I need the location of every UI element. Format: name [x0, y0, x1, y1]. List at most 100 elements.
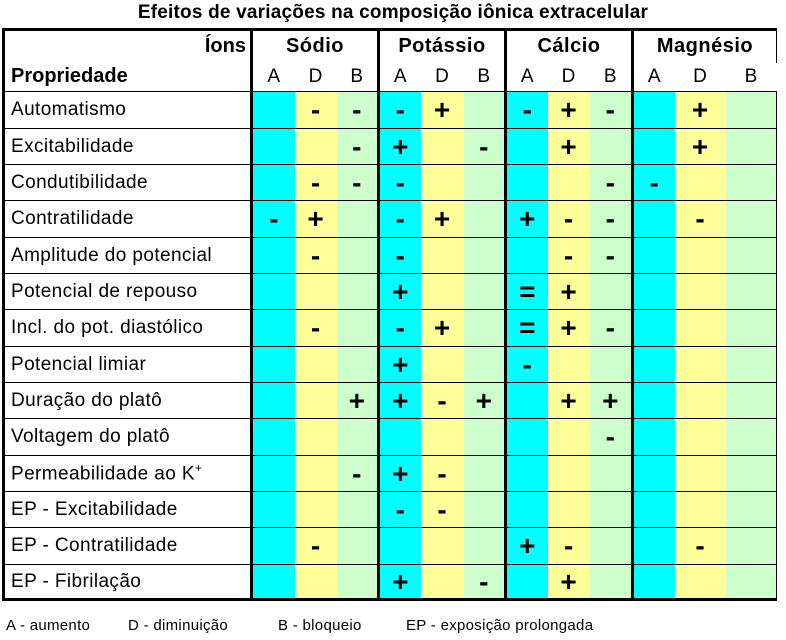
effect-cell — [251, 382, 295, 419]
effect-cell — [463, 309, 507, 347]
effect-cell — [294, 418, 337, 456]
effect-cell — [251, 128, 295, 165]
table-row: EP - Contratilidade - + - - — [2, 527, 777, 565]
effect-cell — [725, 164, 777, 201]
effect-cell — [674, 418, 726, 456]
effect-cell — [725, 309, 777, 347]
effect-cell: - — [589, 309, 634, 347]
effect-cell — [463, 418, 507, 456]
effect-cell: - — [378, 164, 421, 201]
effect-cell — [336, 309, 380, 347]
effect-cell: + — [420, 309, 464, 347]
effect-cell — [251, 564, 295, 601]
effect-cell — [505, 491, 548, 528]
subcolumn-header: B — [463, 62, 507, 92]
effect-cell — [589, 564, 634, 601]
effect-cell — [674, 164, 726, 201]
property-label: EP - Excitabilidade — [2, 491, 253, 528]
effect-cell — [674, 491, 726, 528]
effect-cell: - — [463, 564, 507, 601]
effect-cell — [589, 346, 634, 383]
effect-cell — [251, 527, 295, 565]
effect-cell — [294, 491, 337, 528]
property-label: Incl. do pot. diastólico — [2, 309, 253, 347]
property-header-label: Propriedade — [2, 62, 253, 92]
effect-cell: - — [589, 200, 634, 238]
effect-cell — [336, 564, 380, 601]
effect-cell: - — [378, 200, 421, 238]
effect-cell — [725, 382, 777, 419]
effect-cell — [336, 418, 380, 456]
effect-cell — [589, 455, 634, 492]
subcolumn-header: A — [632, 62, 675, 92]
effect-cell: - — [674, 200, 726, 238]
effect-cell — [251, 309, 295, 347]
table-row: Permeabilidade ao K+ - + - — [2, 455, 777, 492]
effect-cell: + — [547, 91, 590, 129]
effect-cell — [725, 346, 777, 383]
effect-cell: + — [547, 309, 590, 347]
effect-cell — [420, 564, 464, 601]
effect-cell — [336, 200, 380, 238]
effect-cell — [674, 346, 726, 383]
ions-header-label: Íons — [2, 28, 253, 63]
effect-cell — [336, 346, 380, 383]
effect-cell: - — [378, 491, 421, 528]
effect-cell — [505, 564, 548, 601]
effect-cell — [632, 273, 675, 310]
subcolumn-header: D — [674, 62, 726, 92]
property-label: Voltagem do platô — [2, 418, 253, 456]
effect-cell: + — [378, 382, 421, 419]
effect-cell: - — [294, 91, 337, 129]
effect-cell — [463, 237, 507, 274]
effect-cell — [725, 200, 777, 238]
effect-cell — [505, 382, 548, 419]
property-label: Duração do platô — [2, 382, 253, 419]
effect-cell: - — [589, 91, 634, 129]
effect-cell: + — [547, 382, 590, 419]
effect-cell — [632, 91, 675, 129]
effect-cell: - — [420, 455, 464, 492]
effect-cell — [294, 455, 337, 492]
effect-cell — [725, 273, 777, 310]
effect-cell: + — [378, 455, 421, 492]
subcolumn-header: B — [336, 62, 380, 92]
effect-cell: + — [547, 564, 590, 601]
effect-cell — [420, 273, 464, 310]
effect-cell — [251, 346, 295, 383]
effect-cell: - — [420, 491, 464, 528]
effect-cell — [632, 455, 675, 492]
effect-cell — [632, 491, 675, 528]
effect-cell: - — [589, 418, 634, 456]
effect-cell: - — [547, 527, 590, 565]
effect-cell: + — [674, 128, 726, 165]
effect-cell — [336, 491, 380, 528]
table-row: Condutibilidade - - - - - — [2, 164, 777, 201]
effect-cell — [725, 418, 777, 456]
effect-cell — [632, 128, 675, 165]
effect-cell: - — [589, 237, 634, 274]
table-row: Amplitude do potencial - - - - — [2, 237, 777, 274]
effect-cell: = — [505, 273, 548, 310]
table-row: Voltagem do platô - — [2, 418, 777, 456]
effect-cell: - — [505, 91, 548, 129]
effect-cell — [463, 527, 507, 565]
effect-cell: - — [589, 164, 634, 201]
effect-cell: + — [336, 382, 380, 419]
effect-cell — [547, 418, 590, 456]
ion-effects-table: Íons Sódio Potássio Cálcio Magnésio Prop… — [2, 28, 777, 601]
effect-cell: + — [505, 200, 548, 238]
property-label: EP - Fibrilação — [2, 564, 253, 601]
effect-cell: - — [547, 237, 590, 274]
effect-cell — [420, 527, 464, 565]
effect-cell — [589, 273, 634, 310]
effect-cell: + — [674, 91, 726, 129]
effect-cell — [725, 527, 777, 565]
effect-cell: - — [378, 91, 421, 129]
effect-cell: + — [420, 200, 464, 238]
effect-cell: - — [294, 309, 337, 347]
effect-cell: - — [505, 346, 548, 383]
effect-cell — [589, 491, 634, 528]
effect-cell — [632, 418, 675, 456]
legend-item-exposicao-prolongada: EP - exposição prolongada — [406, 617, 594, 634]
